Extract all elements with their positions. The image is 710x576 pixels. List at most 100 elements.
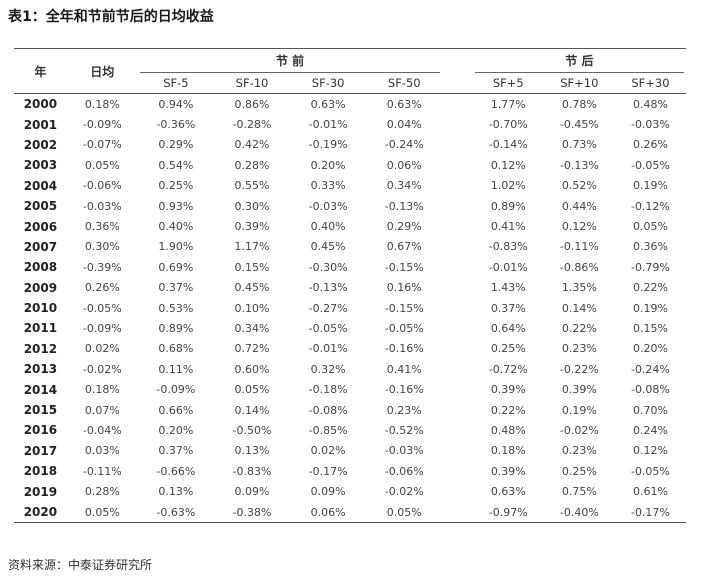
cell-post: -0.13% [559,158,599,172]
cell-pre: -0.66% [156,464,196,478]
cell-pre: -0.27% [308,301,348,315]
cell-year: 2012 [23,341,58,356]
cell-pre: 0.86% [234,97,270,111]
cell-post: 0.12% [632,444,668,458]
cell-pre: 0.02% [310,444,346,458]
cell-year: 2006 [23,219,58,234]
cell-pre: -0.06% [384,464,424,478]
cell-year: 2016 [23,423,58,438]
cell-pre: -0.13% [384,199,424,213]
table-row: 2018 -0.11% -0.66% -0.83% -0.17% -0.06% 0.39% 0… [14,461,686,481]
cell-post: 0.73% [561,138,597,152]
cell-post: 0.52% [561,179,597,193]
cell-post: 0.26% [632,138,668,152]
cell-daily: -0.39% [82,260,122,274]
cell-post: 0.78% [561,97,597,111]
cell-post: 1.35% [561,281,597,295]
cell-post: 0.75% [561,485,597,499]
cell-pre: -0.05% [384,321,424,335]
cell-pre: 0.40% [158,220,194,234]
cell-pre: -0.01% [308,342,348,356]
cell-pre: 0.30% [234,199,270,213]
cell-pre: -0.50% [232,423,272,437]
cell-daily: 0.18% [84,383,120,397]
cell-pre: -0.16% [384,342,424,356]
cell-post: -0.40% [543,501,615,524]
table-row: 2017 0.03% 0.37% 0.13% 0.02% -0.03% 0.18% 0.23%… [14,441,686,461]
header-pre-col: SF-10 [213,73,291,94]
cell-year: 2003 [23,158,58,173]
cell-pre: 0.72% [234,342,270,356]
cell-post: 0.22% [561,321,597,335]
cell-daily: -0.09% [82,118,122,132]
cell-pre: 0.33% [310,179,346,193]
cell-year: 2007 [23,239,58,254]
cell-year: 2002 [23,137,58,152]
cell-pre: 0.32% [310,362,346,376]
table-row: 2003 0.05% 0.54% 0.28% 0.20% 0.06% 0.12% -0.13%… [14,155,686,175]
header-gap [442,48,473,94]
cell-post: 0.70% [632,403,668,417]
cell-daily: 0.26% [84,281,120,295]
table-row: 2020 0.05% -0.63% -0.38% 0.06% 0.05% -0.97% -0.… [14,501,686,524]
cell-year: 2004 [23,178,58,193]
cell-pre: -0.15% [384,260,424,274]
cell-year: 2000 [23,97,58,112]
cell-year: 2014 [23,382,58,397]
cell-pre: -0.02% [384,485,424,499]
cell-gap [442,257,472,277]
header-post-col: SF+5 [472,73,544,94]
cell-post: -0.17% [614,501,686,524]
cell-gap [442,441,472,461]
cell-post: 0.19% [561,403,597,417]
cell-post: 0.41% [490,220,526,234]
cell-pre: -0.15% [384,301,424,315]
cell-post: 1.43% [490,281,526,295]
cell-pre: 0.67% [386,240,422,254]
cell-daily: -0.02% [82,362,122,376]
cell-pre: -0.05% [308,321,348,335]
cell-pre: 0.63% [310,97,346,111]
cell-year: 2018 [23,464,58,479]
cell-pre: 0.28% [234,158,270,172]
cell-pre: -0.28% [232,118,272,132]
cell-daily: -0.04% [82,423,122,437]
cell-pre: 0.09% [234,485,270,499]
cell-post: -0.11% [559,240,599,254]
cell-gap [442,155,472,175]
cell-year: 2005 [23,199,58,214]
cell-gap [442,501,473,524]
cell-post: -0.97% [472,501,544,524]
cell-pre: 0.34% [234,321,270,335]
cell-post: -0.05% [630,158,670,172]
cell-daily: -0.05% [82,301,122,315]
table-row: 2007 0.30% 1.90% 1.17% 0.45% 0.67% -0.83% -0.11… [14,237,686,257]
cell-gap [442,461,472,481]
table-row: 2011 -0.09% 0.89% 0.34% -0.05% -0.05% 0.64% 0.2… [14,318,686,338]
cell-daily: -0.06% [82,179,122,193]
cell-post: -0.72% [488,362,528,376]
cell-post: 0.48% [490,423,526,437]
table-row: 2013 -0.02% 0.11% 0.60% 0.32% 0.41% -0.72% -0.2… [14,359,686,379]
cell-post: -0.01% [488,260,528,274]
cell-post: 0.64% [490,321,526,335]
cell-year: 2017 [23,443,58,458]
cell-daily: 0.07% [84,403,120,417]
cell-post: -0.24% [630,362,670,376]
cell-post: 0.23% [561,444,597,458]
cell-post: 0.19% [632,179,668,193]
cell-pre: 0.05% [366,501,443,524]
cell-gap [442,359,472,379]
cell-pre: 0.16% [386,281,422,295]
cell-year: 2020 [14,501,67,524]
cell-pre: 0.13% [234,444,270,458]
cell-post: 0.39% [490,383,526,397]
table-row: 2010 -0.05% 0.53% 0.10% -0.27% -0.15% 0.37% 0.1… [14,298,686,318]
cell-pre: -0.18% [308,383,348,397]
cell-pre: 0.04% [386,118,422,132]
cell-pre: 0.10% [234,301,270,315]
header-daily: 日均 [66,48,138,94]
cell-daily: 0.05% [66,501,138,524]
cell-gap [442,196,472,216]
cell-daily: -0.11% [82,464,122,478]
